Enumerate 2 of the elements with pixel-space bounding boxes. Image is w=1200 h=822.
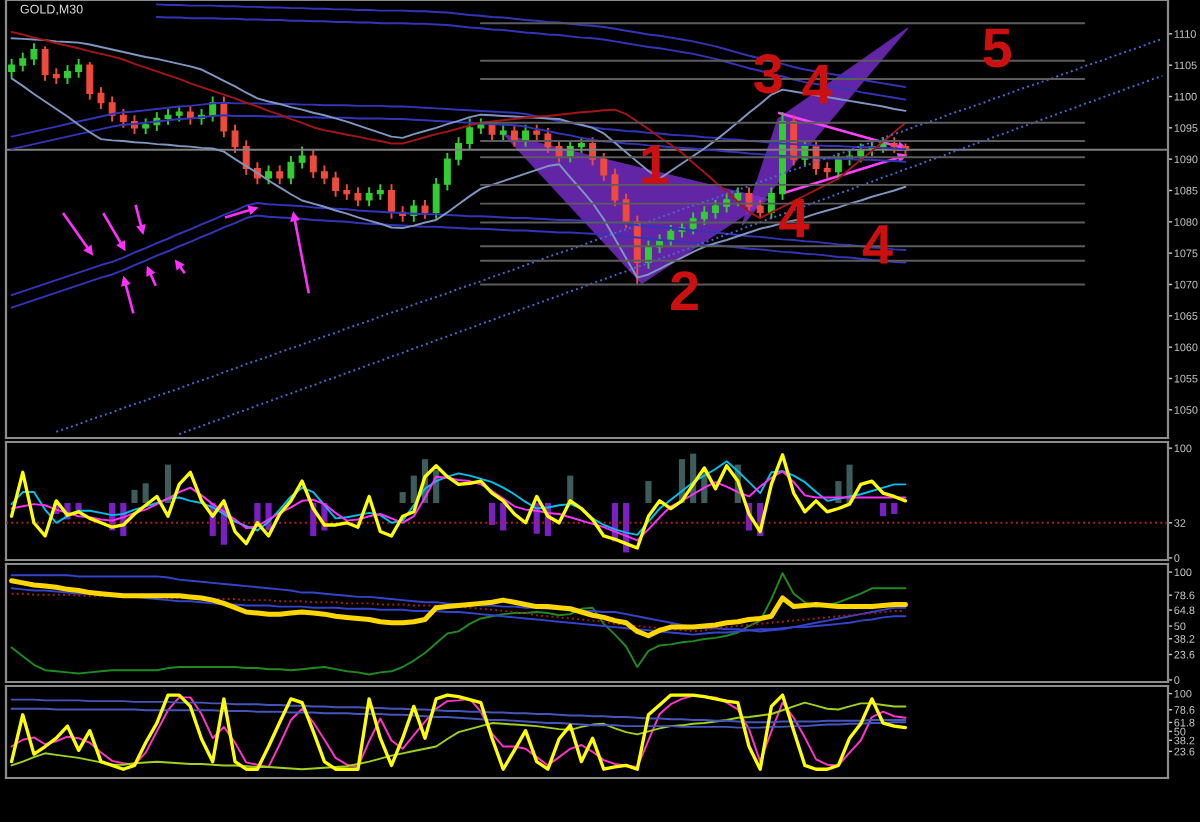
annotation: 2: [671, 271, 698, 311]
annotation: 5: [983, 28, 1012, 68]
